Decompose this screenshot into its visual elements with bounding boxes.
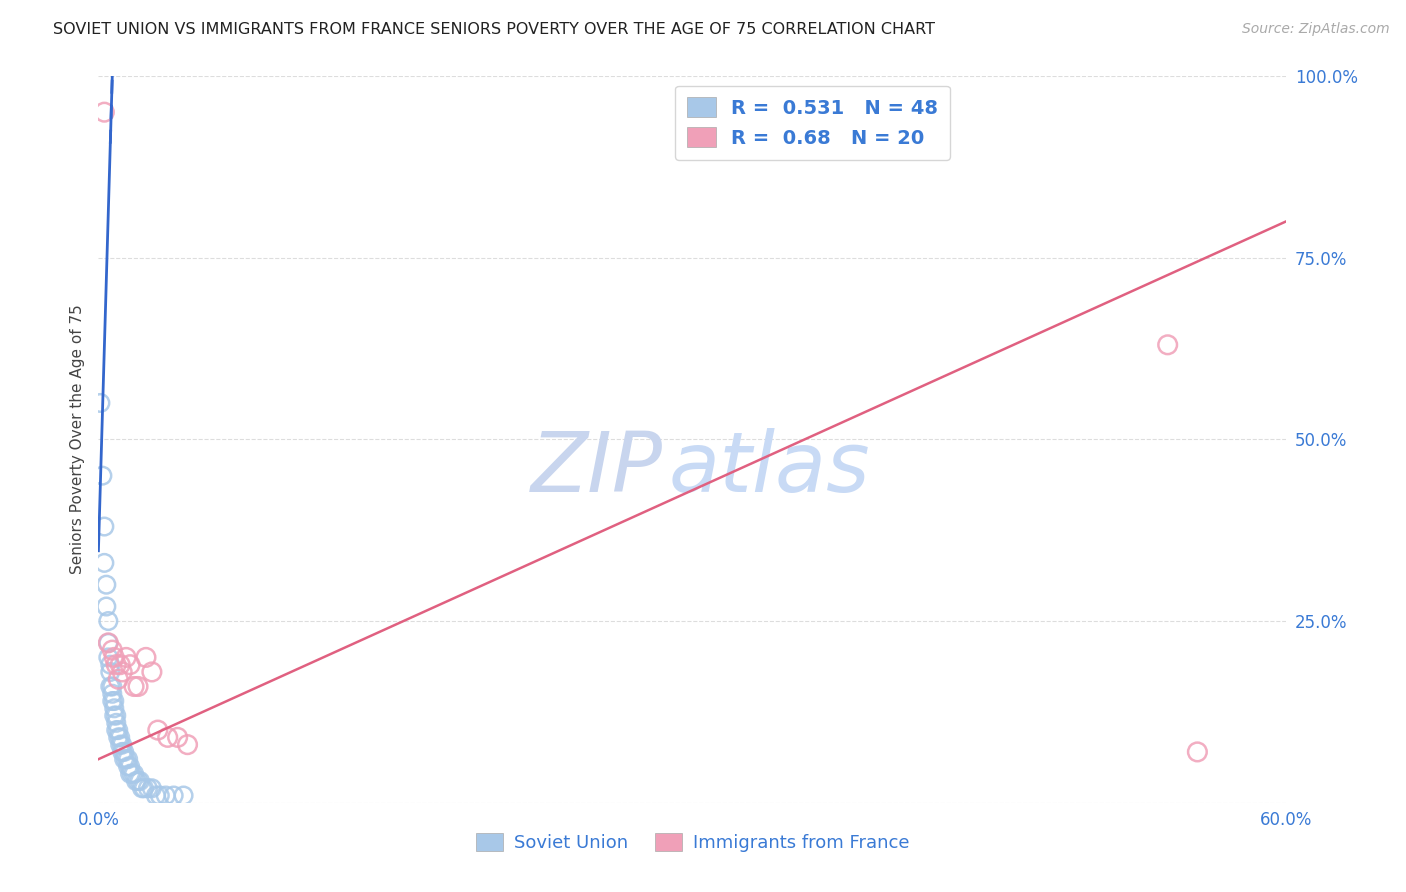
Point — [105, 708, 128, 723]
Point — [129, 774, 152, 789]
Point — [141, 781, 163, 796]
Point — [163, 789, 186, 803]
Point — [108, 731, 131, 745]
Point — [127, 680, 149, 694]
Point — [173, 789, 195, 803]
Point — [115, 752, 138, 766]
Point — [105, 715, 128, 730]
Point — [97, 650, 120, 665]
Point — [132, 781, 155, 796]
Point — [122, 766, 145, 780]
Point — [98, 657, 121, 672]
Point — [131, 781, 153, 796]
Point — [107, 723, 129, 737]
Point — [97, 614, 120, 628]
Legend: Soviet Union, Immigrants from France: Soviet Union, Immigrants from France — [468, 825, 917, 859]
Point — [136, 781, 159, 796]
Point — [1156, 338, 1178, 352]
Point — [103, 708, 125, 723]
Text: atlas: atlas — [669, 428, 870, 509]
Point — [166, 731, 188, 745]
Point — [121, 766, 143, 780]
Point — [149, 789, 172, 803]
Point — [105, 723, 128, 737]
Point — [120, 766, 142, 780]
Point — [97, 636, 120, 650]
Point — [115, 650, 138, 665]
Point — [103, 694, 125, 708]
Point — [107, 731, 129, 745]
Point — [111, 738, 134, 752]
Point — [103, 701, 125, 715]
Point — [112, 745, 135, 759]
Point — [96, 578, 118, 592]
Point — [122, 680, 145, 694]
Point — [156, 731, 179, 745]
Y-axis label: Seniors Poverty Over the Age of 75: Seniors Poverty Over the Age of 75 — [69, 304, 84, 574]
Text: ZIP: ZIP — [530, 428, 662, 509]
Point — [176, 738, 198, 752]
Point — [108, 738, 131, 752]
Point — [108, 657, 131, 672]
Point — [105, 657, 128, 672]
Point — [107, 672, 129, 686]
Point — [112, 752, 135, 766]
Point — [103, 650, 125, 665]
Point — [93, 519, 115, 533]
Text: SOVIET UNION VS IMMIGRANTS FROM FRANCE SENIORS POVERTY OVER THE AGE OF 75 CORREL: SOVIET UNION VS IMMIGRANTS FROM FRANCE S… — [53, 22, 935, 37]
Point — [101, 687, 124, 701]
Point — [97, 636, 120, 650]
Point — [120, 759, 142, 773]
Point — [111, 745, 134, 759]
Point — [141, 665, 163, 679]
Point — [125, 774, 148, 789]
Point — [111, 665, 134, 679]
Point — [93, 105, 115, 120]
Point — [98, 665, 121, 679]
Point — [98, 680, 121, 694]
Point — [101, 680, 124, 694]
Point — [155, 789, 177, 803]
Point — [120, 657, 142, 672]
Point — [96, 599, 118, 614]
Point — [91, 468, 114, 483]
Point — [101, 694, 124, 708]
Point — [1187, 745, 1209, 759]
Text: Source: ZipAtlas.com: Source: ZipAtlas.com — [1241, 22, 1389, 37]
Point — [117, 759, 139, 773]
Point — [145, 789, 167, 803]
Point — [135, 650, 157, 665]
Point — [101, 643, 124, 657]
Point — [127, 774, 149, 789]
Point — [146, 723, 169, 737]
Point — [117, 752, 139, 766]
Point — [89, 396, 111, 410]
Point — [93, 556, 115, 570]
